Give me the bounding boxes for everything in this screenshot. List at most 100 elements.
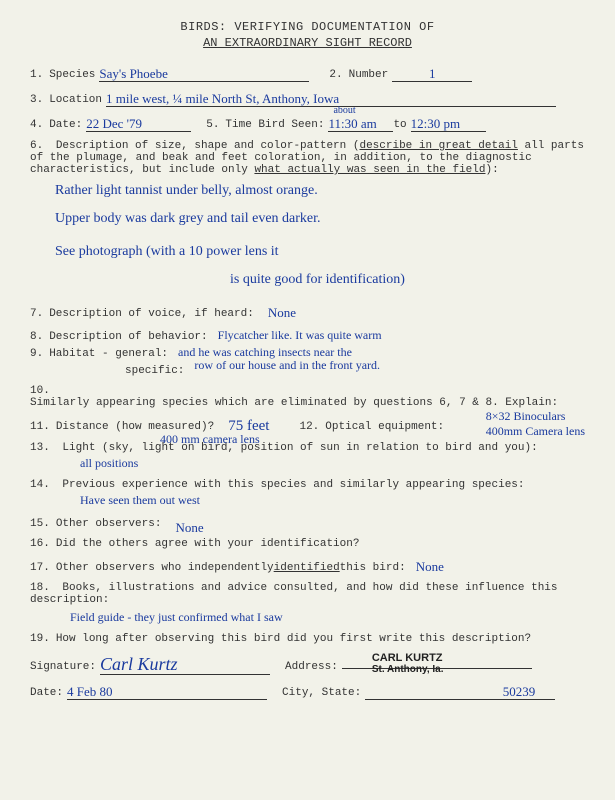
q12-label: Optical equipment: xyxy=(325,421,444,433)
q9-num: 9. xyxy=(30,348,43,360)
q2-num: 2. xyxy=(329,69,342,81)
q5-to-field: 12:30 pm xyxy=(411,115,486,132)
q1-value: Say's Phoebe xyxy=(99,66,167,81)
q8-value: Flycatcher like. It was quite warm xyxy=(218,328,382,343)
city-field: 50239 xyxy=(365,683,555,700)
q6-num: 6. xyxy=(30,140,43,152)
q4-label: Date: xyxy=(49,119,82,131)
row-q10: 10. Similarly appearing species which ar… xyxy=(30,385,585,409)
q15-num: 15. xyxy=(30,518,50,530)
q19-num: 19. xyxy=(30,633,50,645)
zip-value: 50239 xyxy=(503,684,536,699)
q1-num: 1. xyxy=(30,69,43,81)
q3-value: 1 mile west, ¼ mile North St, Anthony, I… xyxy=(106,91,339,106)
q17-label1: Other observers who independently xyxy=(56,562,274,574)
q13-label: Light (sky, light on bird, position of s… xyxy=(62,442,537,454)
q18-num: 18. xyxy=(30,582,50,594)
q5-to-label: to xyxy=(393,119,406,131)
q6-answer3: See photograph (with a 10 power lens it xyxy=(55,241,585,263)
addr-label: Address: xyxy=(285,661,338,673)
q17-under: identified xyxy=(274,562,340,574)
q5-num: 5. xyxy=(206,119,219,131)
q1-field: Say's Phoebe xyxy=(99,65,309,82)
q5-to: 12:30 pm xyxy=(411,116,460,131)
q9-spec-label: specific: xyxy=(125,365,184,377)
addr-value1: CARL KURTZ xyxy=(372,652,443,664)
q10-num: 10. xyxy=(30,385,50,397)
q14-value: Have seen them out west xyxy=(80,493,585,508)
row-q15: 15. Other observers: None xyxy=(30,514,585,530)
q2-value: 1 xyxy=(429,66,436,81)
row-location: 3. Location 1 mile west, ¼ mile North St… xyxy=(30,90,585,107)
q8-label: Description of behavior: xyxy=(49,331,207,343)
q2-field: 1 xyxy=(392,65,472,82)
addr-field: CARL KURTZ St. Anthony, Ia. xyxy=(342,654,532,669)
row-q17: 17. Other observers who independently id… xyxy=(30,558,585,574)
q6-answer2: Upper body was dark grey and tail even d… xyxy=(55,208,585,230)
q16-label: Did the others agree with your identific… xyxy=(56,538,360,550)
q15-value: None xyxy=(175,520,203,536)
q3-num: 3. xyxy=(30,94,43,106)
date2-label: Date: xyxy=(30,687,63,699)
q18-label: Books, illustrations and advice consulte… xyxy=(30,582,558,606)
sig-value: Carl Kurtz xyxy=(100,654,178,674)
row-q8: 8. Description of behavior: Flycatcher l… xyxy=(30,328,585,343)
q7-num: 7. xyxy=(30,308,43,320)
row-q16: 16. Did the others agree with your ident… xyxy=(30,538,585,550)
row-q9-spec: specific: row of our house and in the fr… xyxy=(30,362,585,377)
row-q19: 19. How long after observing this bird d… xyxy=(30,633,585,645)
q9-label: Habitat - general: xyxy=(49,348,168,360)
q4-value: 22 Dec '79 xyxy=(86,116,142,131)
q5-label: Time Bird Seen: xyxy=(225,119,324,131)
q18-value: Field guide - they just confirmed what I… xyxy=(70,610,585,625)
city-label: City, State: xyxy=(282,687,361,699)
q6-under2: what actually was seen in the field xyxy=(254,164,485,176)
q17-label2: this bird: xyxy=(340,562,406,574)
q6-label1: Description of size, shape and color-pat… xyxy=(56,140,360,152)
row-q7: 7. Description of voice, if heard: None xyxy=(30,304,585,320)
q11-num: 11. xyxy=(30,421,50,433)
q5-from-field: 11:30 am xyxy=(328,115,393,132)
q6-label3: ): xyxy=(485,164,498,176)
q4-num: 4. xyxy=(30,119,43,131)
q13-num: 13. xyxy=(30,442,50,454)
q12-value1: 8×32 Binoculars xyxy=(486,409,585,424)
row-date-city: Date: 4 Feb 80 City, State: 50239 xyxy=(30,683,585,700)
date2-field: 4 Feb 80 xyxy=(67,683,267,700)
q8-num: 8. xyxy=(30,331,43,343)
q9-spec-value: row of our house and in the front yard. xyxy=(194,358,380,373)
q16-num: 16. xyxy=(30,538,50,550)
row-q13: 400 mm camera lens 13. Light (sky, light… xyxy=(30,442,585,454)
q7-label: Description of voice, if heard: xyxy=(49,308,254,320)
q6-under1: describe in great detail xyxy=(359,140,517,152)
sig-field: Carl Kurtz xyxy=(100,653,270,675)
q4-field: 22 Dec '79 xyxy=(86,115,191,132)
q2-label: Number xyxy=(349,69,389,81)
q14-label: Previous experience with this species an… xyxy=(62,479,524,491)
q3-label: Location xyxy=(49,94,102,106)
q1-label: Species xyxy=(49,69,95,81)
q10-label: Similarly appearing species which are el… xyxy=(30,397,558,409)
sig-label: Signature: xyxy=(30,661,96,673)
row-q6-label: 6. Description of size, shape and color-… xyxy=(30,140,585,176)
q13-value: all positions xyxy=(80,456,585,471)
q5-from: 11:30 am xyxy=(328,116,376,131)
row-species-number: 1. Species Say's Phoebe 2. Number 1 xyxy=(30,65,585,82)
row-q11-q12: 11. Distance (how measured)? 75 feet 12.… xyxy=(30,417,585,434)
q7-value: None xyxy=(268,305,296,321)
q6-answer4: is quite good for identification) xyxy=(230,269,585,291)
q17-value: None xyxy=(416,559,444,575)
q6-answer1: Rather light tannist under belly, almost… xyxy=(55,180,585,202)
form-subtitle: AN EXTRAORDINARY SIGHT RECORD xyxy=(30,36,585,50)
form-title: BIRDS: VERIFYING DOCUMENTATION OF xyxy=(30,20,585,34)
q12-num: 12. xyxy=(299,421,319,433)
row-date-time: 4. Date: 22 Dec '79 5. Time Bird Seen: a… xyxy=(30,115,585,132)
q13-above: 400 mm camera lens xyxy=(160,432,260,447)
q12-value2: 400mm Camera lens xyxy=(486,424,585,439)
date2-value: 4 Feb 80 xyxy=(67,684,113,699)
addr-value2: St. Anthony, Ia. xyxy=(372,664,444,675)
q17-num: 17. xyxy=(30,562,50,574)
form-page: BIRDS: VERIFYING DOCUMENTATION OF AN EXT… xyxy=(0,0,615,800)
q14-num: 14. xyxy=(30,479,50,491)
row-q18: 18. Books, illustrations and advice cons… xyxy=(30,582,585,606)
